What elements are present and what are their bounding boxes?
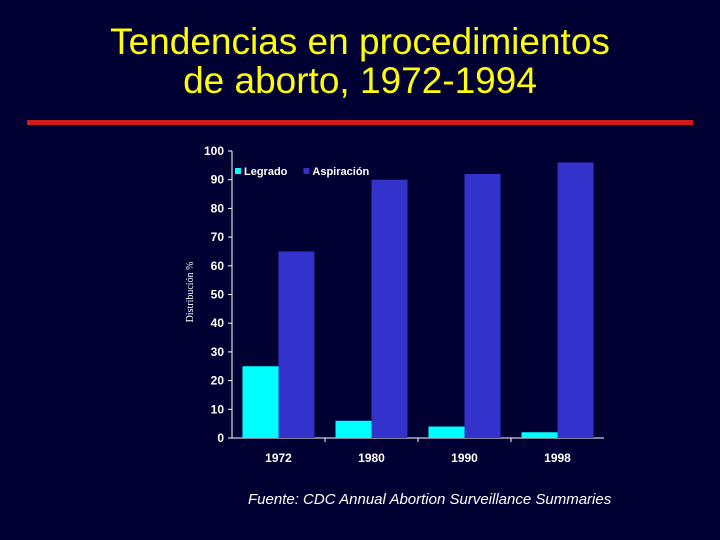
bar-legrado-1980 [335,420,372,438]
y-tick-label: 10 [211,402,225,416]
slide-title-line-1: Tendencias en procedimientos [110,21,610,62]
y-tick-label: 0 [217,431,224,445]
x-tick-label: 1990 [451,451,478,465]
x-tick-label: 1972 [265,451,292,465]
bar-legrado-1972 [242,366,279,438]
y-tick-label: 90 [211,173,225,187]
y-tick-label: 100 [204,144,224,158]
bar-aspiraci-n-1990 [464,173,501,438]
y-tick-label: 40 [211,316,225,330]
slide-title-line-2: de aborto, 1972-1994 [183,60,537,101]
bar-legrado-1998 [521,432,558,438]
slide-title: Tendencias en procedimientos de aborto, … [0,22,720,100]
legend-swatch-0 [235,168,241,174]
legend-swatch-1 [303,168,310,174]
y-tick-label: 80 [211,201,225,215]
legend-label: Legrado [244,166,288,178]
x-tick-label: 1980 [358,451,385,465]
bar-legrado-1990 [428,426,465,438]
y-tick-label: 70 [211,230,225,244]
x-tick-label: 1998 [544,451,571,465]
y-tick-label: 50 [211,288,225,302]
bar-aspiraci-n-1980 [371,179,408,438]
y-tick-label: 30 [211,345,225,359]
y-tick-label: 60 [211,259,225,273]
bar-aspiraci-n-1972 [278,251,315,438]
y-tick-label: 20 [211,374,225,388]
source-note: Fuente: CDC Annual Abortion Surveillance… [248,491,612,508]
bar-aspiraci-n-1998 [557,162,594,439]
legend-label: Aspiración [312,166,369,178]
title-divider [27,120,693,125]
y-axis-title: Distribución % [185,262,196,323]
